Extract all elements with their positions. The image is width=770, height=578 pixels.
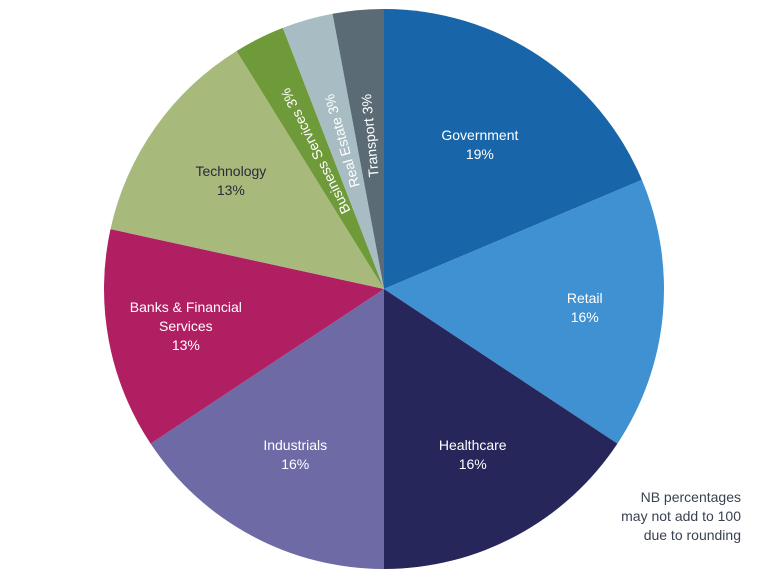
pie-slice xyxy=(384,179,664,444)
slice-label: Healthcare 16% xyxy=(439,437,507,472)
pie-slice xyxy=(282,13,384,290)
slice-label: Government 19% xyxy=(441,127,518,162)
pie-slice xyxy=(236,27,384,289)
slice-label: Banks & Financial Services 13% xyxy=(130,299,242,353)
slice-label: Industrials 16% xyxy=(263,437,327,472)
footnote: NB percentages may not add to 100 due to… xyxy=(561,488,741,545)
slice-label: Transport 3% xyxy=(358,93,382,178)
pie-slice xyxy=(150,289,384,569)
pie-slice xyxy=(384,289,618,569)
footnote-line: may not add to 100 xyxy=(621,508,741,524)
pie-slice xyxy=(332,9,384,289)
slice-label: Technology 13% xyxy=(195,163,266,198)
pie-slice xyxy=(104,229,384,444)
pie-slice xyxy=(384,9,642,289)
footnote-line: NB percentages xyxy=(640,489,741,505)
slice-label: Retail 16% xyxy=(567,290,603,325)
pie-slice xyxy=(110,50,384,289)
footnote-line: due to rounding xyxy=(643,527,741,543)
pie-slices xyxy=(104,9,664,569)
